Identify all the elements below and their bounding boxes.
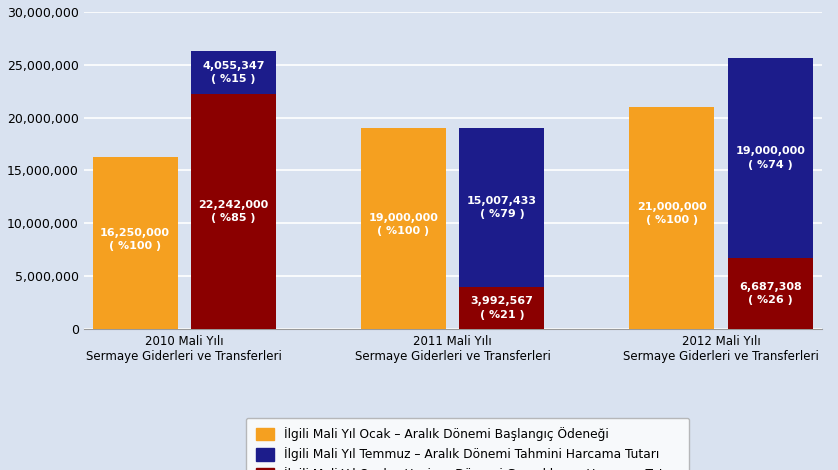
Bar	[459, 287, 545, 329]
Bar	[459, 128, 545, 287]
Bar	[727, 57, 813, 258]
Text: 6,687,308
( %26 ): 6,687,308 ( %26 )	[739, 282, 802, 305]
Text: 4,055,347
( %15 ): 4,055,347 ( %15 )	[202, 61, 265, 84]
Bar	[191, 94, 276, 329]
Text: 19,000,000
( %74 ): 19,000,000 ( %74 )	[735, 146, 805, 170]
Bar	[93, 157, 178, 329]
Bar	[727, 258, 813, 329]
Text: 22,242,000
( %85 ): 22,242,000 ( %85 )	[199, 200, 269, 223]
Bar	[629, 107, 714, 329]
Text: 3,992,567
( %21 ): 3,992,567 ( %21 )	[470, 296, 533, 320]
Bar	[191, 51, 276, 94]
Text: 19,000,000
( %100 ): 19,000,000 ( %100 )	[369, 213, 438, 236]
Text: 21,000,000
( %100 ): 21,000,000 ( %100 )	[637, 202, 706, 225]
Text: 16,250,000
( %100 ): 16,250,000 ( %100 )	[100, 228, 170, 251]
Legend: İlgili Mali Yıl Ocak – Aralık Dönemi Başlangıç Ödeneği, İlgili Mali Yıl Temmuz –: İlgili Mali Yıl Ocak – Aralık Dönemi Baş…	[246, 417, 689, 470]
Bar	[361, 128, 446, 329]
Text: 15,007,433
( %79 ): 15,007,433 ( %79 )	[467, 196, 537, 219]
